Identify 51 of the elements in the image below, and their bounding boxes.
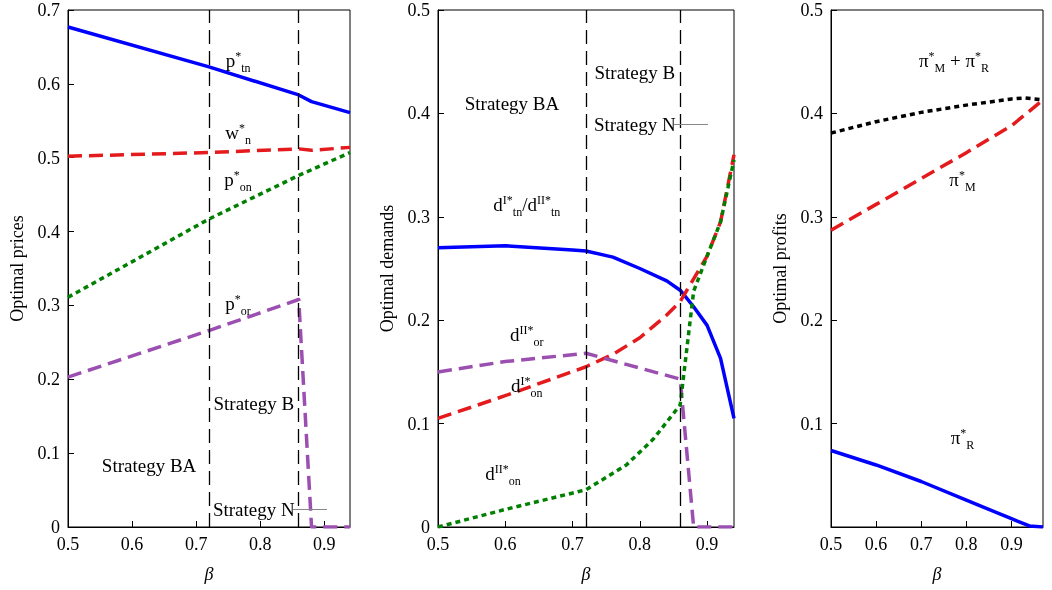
y-tick-label: 0.1 [407, 413, 430, 434]
x-tick-label: 0.8 [955, 534, 978, 554]
x-tick-label: 0.6 [494, 534, 517, 554]
x-tick-label: 0.7 [184, 534, 208, 554]
annotation: Strategy B [594, 61, 676, 83]
x-tick-label: 0.5 [426, 534, 450, 554]
x-tick-label: 0.7 [561, 534, 584, 554]
annotation: Strategy N [212, 498, 295, 520]
y-tick-label: 0.2 [800, 310, 823, 331]
y-tick-label: 0.1 [37, 443, 60, 464]
x-tick-label: 0.5 [819, 534, 843, 554]
x-tick-label: 0.9 [313, 534, 336, 554]
x-axis-title: β [580, 564, 591, 584]
y-tick-label: 0.1 [800, 413, 823, 434]
x-axis-title: β [931, 564, 942, 584]
x-tick-label: 0.9 [695, 534, 719, 554]
y-tick-label: 0.5 [407, 0, 430, 20]
y-tick-label: 0.6 [37, 73, 60, 94]
annotation: Strategy BA [101, 454, 197, 476]
x-tick-label: 0.8 [249, 534, 272, 554]
line-series [66, 150, 352, 300]
line-series [436, 153, 736, 421]
y-axis-title: Optimal demands [377, 204, 397, 333]
y-tick-label: 0.5 [800, 0, 823, 20]
annotation: Strategy B [213, 392, 295, 414]
x-tick-label: 0.6 [864, 534, 888, 554]
annotation: Strategy BA [464, 92, 560, 114]
y-axis-title: Optimal prices [7, 215, 27, 322]
y-tick-label: 0.4 [800, 103, 823, 124]
annotation: Strategy N [593, 113, 676, 135]
y-tick-label: 0.4 [37, 221, 60, 242]
x-axis-title: β [203, 564, 214, 584]
line-series [66, 25, 352, 115]
y-tick-label: 0 [51, 517, 60, 537]
y-tick-label: 0 [421, 517, 430, 537]
y-tick-label: 0.4 [407, 103, 430, 124]
line-series [436, 244, 736, 421]
y-tick-label: 0.3 [800, 206, 823, 227]
y-tick-label: 0.3 [407, 206, 430, 227]
x-tick-label: 0.7 [909, 534, 933, 554]
x-tick-label: 0.5 [56, 534, 80, 554]
y-axis-title: Optimal profits [770, 213, 790, 324]
y-tick-label: 0.7 [37, 0, 60, 20]
y-tick-label: 0.2 [37, 369, 60, 390]
y-tick-label: 0.3 [37, 295, 60, 316]
x-tick-label: 0.6 [120, 534, 144, 554]
y-tick-label: 0.5 [37, 147, 60, 168]
line-series [66, 145, 352, 158]
x-tick-label: 0.9 [1000, 534, 1023, 554]
x-tick-label: 0.8 [628, 534, 652, 554]
y-tick-label: 0.2 [407, 310, 430, 331]
